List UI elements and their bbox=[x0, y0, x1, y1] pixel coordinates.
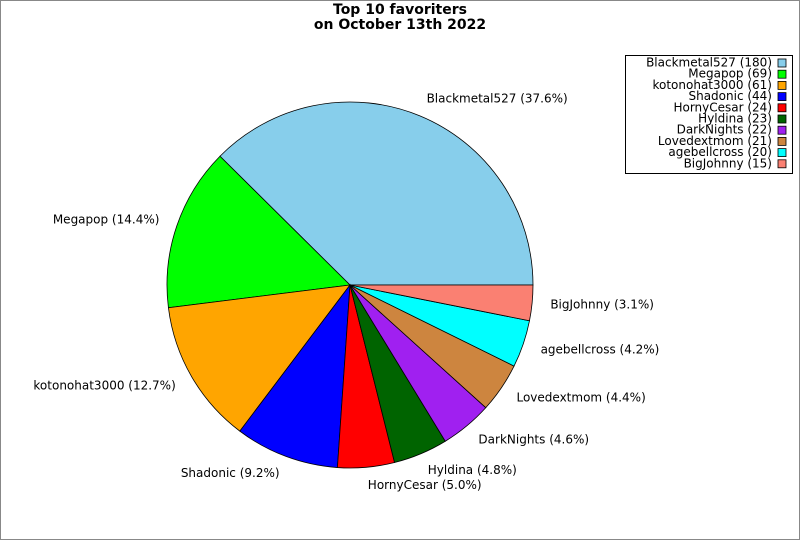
slice-label: BigJohnny (3.1%) bbox=[550, 297, 654, 311]
pie-slice bbox=[219, 101, 534, 286]
legend-swatch bbox=[777, 114, 787, 124]
legend-swatch bbox=[777, 159, 787, 169]
chart-title: Top 10 favoriters bbox=[333, 2, 467, 18]
legend-label: BigJohnny (15) bbox=[684, 156, 772, 170]
legend-swatch bbox=[777, 136, 787, 146]
legend-swatch bbox=[777, 148, 787, 158]
slice-label: Hyldina (4.8%) bbox=[428, 463, 517, 477]
legend-label: Shadonic (44) bbox=[688, 89, 772, 103]
slice-label: Lovedextmom (4.4%) bbox=[516, 391, 645, 405]
legend-swatch bbox=[777, 92, 787, 101]
slice-label: HornyCesar (5.0%) bbox=[368, 478, 482, 492]
slice-label: kotonohat3000 (12.7%) bbox=[33, 378, 175, 392]
legend-label: DarkNights (22) bbox=[677, 123, 772, 137]
chart-subtitle: on October 13th 2022 bbox=[314, 17, 486, 33]
legend-box bbox=[625, 55, 793, 174]
slice-label: agebellcross (4.2%) bbox=[541, 342, 660, 356]
legend-swatch bbox=[777, 125, 787, 135]
legend-label: kotonohat3000 (61) bbox=[652, 78, 772, 92]
pie-slice bbox=[239, 283, 351, 468]
legend-label: Hyldina (23) bbox=[698, 112, 772, 126]
legend-swatch bbox=[777, 69, 787, 79]
slice-label: Megapop (14.4%) bbox=[53, 213, 160, 227]
legend-label: agebellcross (20) bbox=[668, 145, 772, 159]
legend-label: Lovedextmom (21) bbox=[658, 134, 772, 148]
legend-swatch bbox=[777, 81, 787, 90]
pie-slice bbox=[167, 284, 351, 432]
pie-slice bbox=[166, 155, 351, 309]
slice-label: DarkNights (4.6%) bbox=[478, 433, 589, 447]
legend-label: HornyCesar (24) bbox=[673, 100, 772, 114]
pie-slice bbox=[349, 284, 534, 322]
legend-swatch bbox=[777, 103, 787, 113]
slice-label: Shadonic (9.2%) bbox=[181, 466, 280, 480]
legend-label: Megapop (69) bbox=[688, 67, 772, 81]
slice-label: Blackmetal527 (37.6%) bbox=[427, 91, 568, 105]
legend-swatch bbox=[777, 58, 787, 68]
legend-label: Blackmetal527 (180) bbox=[646, 56, 772, 70]
